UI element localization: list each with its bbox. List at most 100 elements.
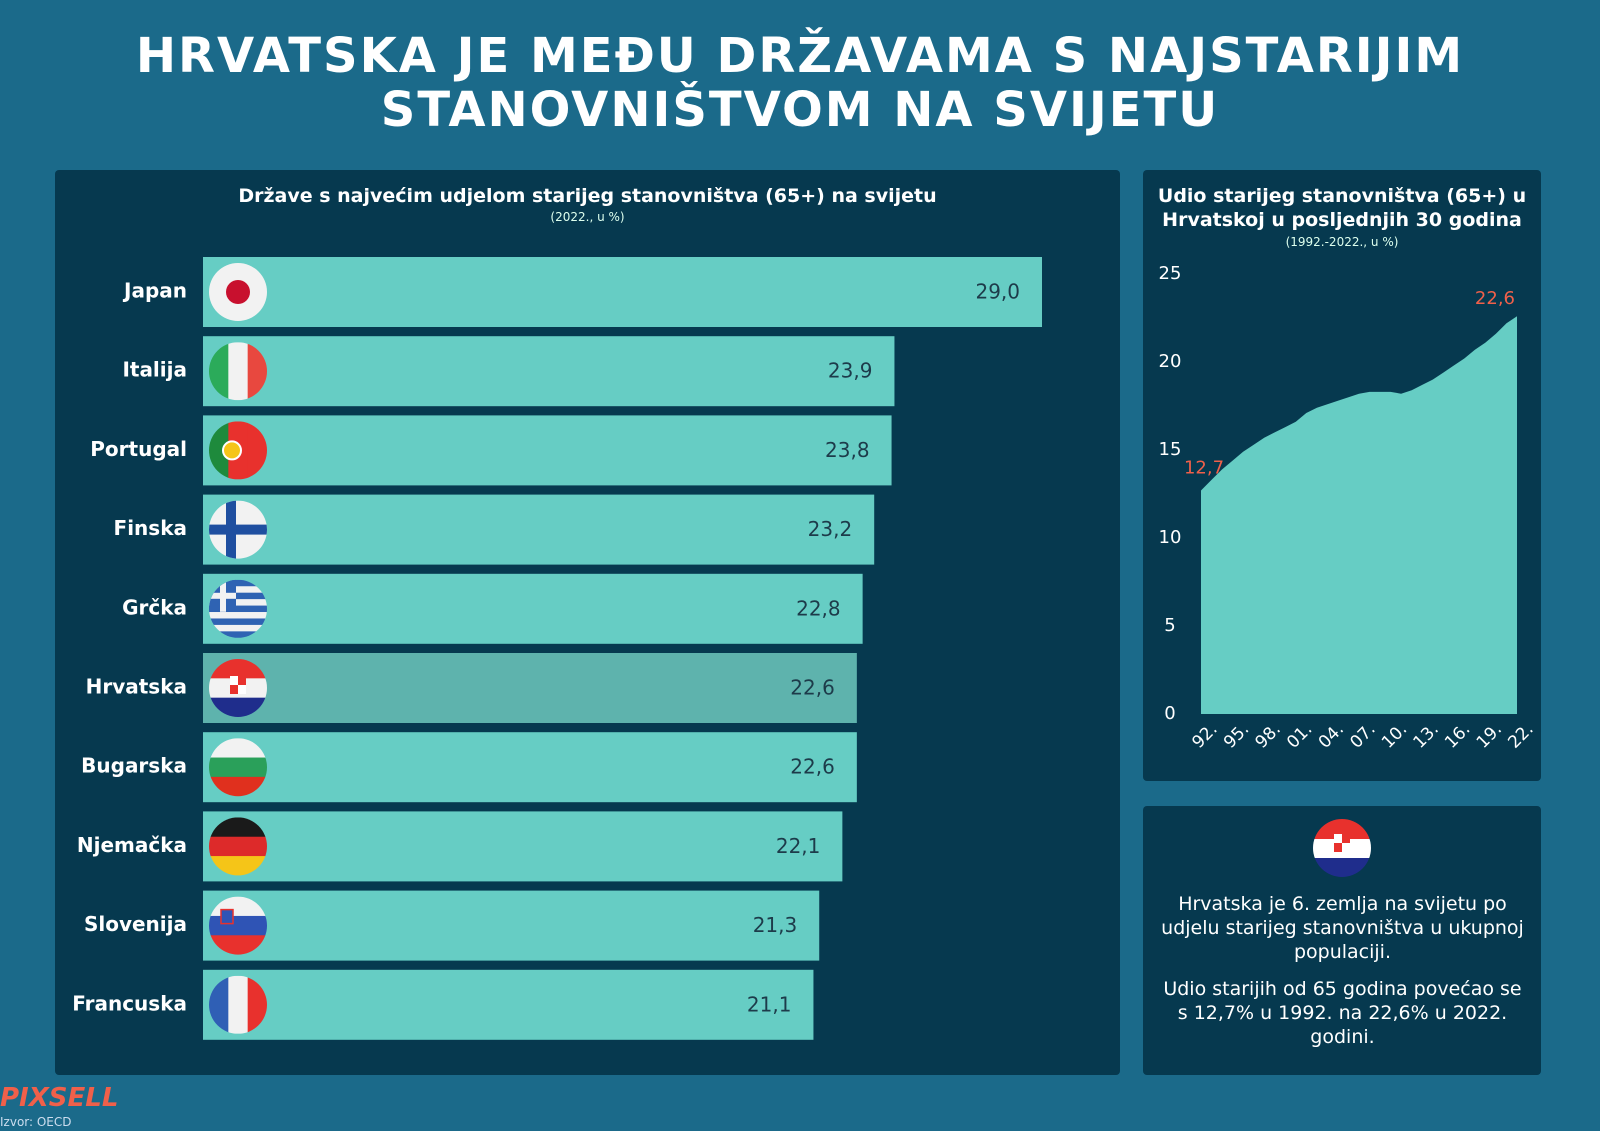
category-label: Finska (114, 516, 187, 540)
flag-part (226, 500, 236, 559)
flag-icon (209, 342, 267, 401)
category-label: Francuska (72, 991, 187, 1015)
bar (203, 415, 892, 486)
y-tick-label: 20 (1159, 351, 1182, 372)
bar (203, 336, 895, 407)
x-tick-label: 13. (1410, 719, 1443, 752)
value-label: 23,2 (808, 517, 853, 541)
flag-part (209, 592, 267, 600)
category-label: Portugal (90, 437, 187, 461)
y-tick-label: 5 (1164, 615, 1175, 636)
page-title: STANOVNIŠTVOM NA SVIJETU (380, 82, 1220, 138)
value-label: 23,9 (828, 359, 873, 383)
flag-part (209, 817, 267, 838)
info-text: Hrvatska je 6. zemlja na svijetu po udje… (1161, 893, 1524, 963)
flag-part (209, 579, 267, 587)
x-tick-label: 19. (1473, 719, 1506, 752)
flag-part (228, 975, 249, 1034)
info-text: Udio starijih od 65 godina povećao se s … (1163, 978, 1522, 1048)
x-tick-label: 04. (1315, 719, 1348, 752)
flag-part (209, 599, 267, 607)
value-label: 22,6 (790, 676, 835, 700)
flag-icon (209, 500, 267, 559)
bar (203, 890, 820, 961)
flag-part (209, 776, 267, 797)
y-tick-label: 10 (1159, 527, 1182, 548)
flag-part (209, 524, 267, 535)
flag-part (209, 836, 267, 857)
flag-part (209, 856, 267, 876)
value-label: 22,1 (776, 834, 821, 858)
flag-icon (209, 579, 267, 638)
flag-icon (209, 659, 267, 717)
flag-part (220, 579, 226, 612)
category-label: Njemačka (77, 833, 187, 857)
bar-chart-title: Države s najvećim udjelom starijeg stano… (238, 185, 937, 207)
category-label: Hrvatska (86, 675, 187, 699)
flag-part (209, 421, 229, 480)
value-label: 21,1 (747, 992, 792, 1016)
flag-part (209, 659, 267, 679)
category-label: Bugarska (81, 754, 187, 778)
flag-part (247, 421, 267, 480)
info-flag (1313, 819, 1371, 877)
flag-part (209, 586, 267, 594)
x-tick-label: 07. (1346, 719, 1379, 752)
flag-part (238, 685, 246, 694)
value-label: 29,0 (975, 280, 1020, 304)
flag-part (228, 342, 249, 401)
flag-icon (209, 896, 267, 955)
bar (203, 811, 843, 882)
value-label: 21,3 (753, 913, 798, 937)
logo: PIXSELL (0, 1083, 119, 1113)
y-tick-label: 0 (1164, 703, 1175, 724)
flag-part (226, 280, 250, 304)
flag-part (209, 738, 267, 759)
value-label: 22,6 (790, 755, 835, 779)
page-title: HRVATSKA JE MEĐU DRŽAVAMA S NAJSTARIJIM (135, 28, 1465, 84)
flag-icon (209, 817, 267, 876)
bar-chart-subtitle: (2022., u %) (550, 210, 625, 224)
category-label: Slovenija (84, 912, 187, 936)
x-tick-label: 95. (1220, 719, 1253, 752)
flag-part (209, 631, 267, 638)
flag-part (209, 975, 229, 1034)
flag-icon (209, 738, 267, 797)
value-label: 22,8 (796, 596, 841, 620)
x-tick-label: 16. (1441, 719, 1474, 752)
source: Izvor: OECD (0, 1115, 72, 1129)
value-label: 22,6 (1475, 288, 1515, 309)
area (1201, 316, 1517, 714)
category-label: Japan (122, 279, 187, 303)
flag-part (230, 676, 238, 685)
area-chart-title: Udio starijeg stanovništva (65+) u Hrvat… (1157, 185, 1527, 231)
flag-part (209, 697, 267, 717)
y-tick-label: 25 (1159, 263, 1182, 284)
area-chart-subtitle: (1992.-2022., u %) (1285, 235, 1399, 249)
bar (203, 494, 875, 565)
flag-icon (209, 263, 267, 321)
category-label: Italija (122, 358, 187, 382)
category-label: Grčka (122, 595, 187, 619)
x-tick-label: 01. (1283, 719, 1316, 752)
flag-part (247, 342, 267, 401)
bar (203, 653, 857, 723)
flag-part (209, 935, 267, 955)
y-tick-label: 15 (1159, 439, 1182, 460)
flag-part (209, 605, 267, 613)
x-tick-label: 98. (1252, 719, 1285, 752)
bar (203, 732, 857, 803)
flag-part (222, 440, 242, 461)
flag-part (220, 908, 234, 925)
value-label: 23,8 (825, 438, 870, 462)
flag-part (247, 975, 267, 1034)
bar (203, 257, 1042, 327)
x-tick-label: 92. (1188, 719, 1221, 752)
flag-part (209, 757, 267, 778)
flag-part (209, 618, 267, 626)
flag-part (209, 342, 229, 401)
x-tick-label: 22. (1504, 719, 1537, 752)
flag-icon (209, 975, 267, 1034)
